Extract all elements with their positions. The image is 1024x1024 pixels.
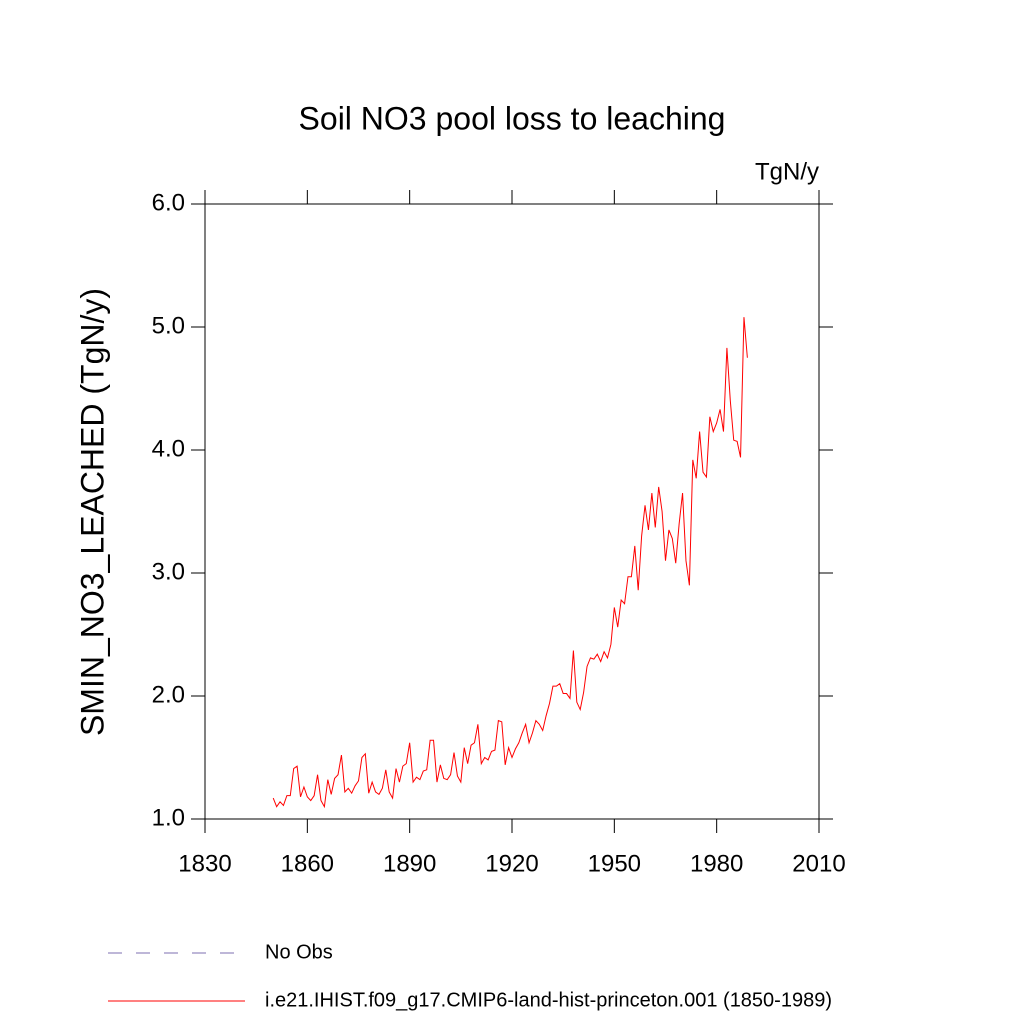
x-tick-label: 1920 — [485, 850, 538, 877]
x-tick-label: 2010 — [792, 850, 845, 877]
units-label: TgN/y — [755, 158, 819, 185]
x-tick-label: 1980 — [690, 850, 743, 877]
chart-title: Soil NO3 pool loss to leaching — [299, 100, 726, 136]
y-tick-label: 6.0 — [152, 189, 185, 216]
legend-label: No Obs — [265, 941, 333, 963]
x-tick-label: 1890 — [383, 850, 436, 877]
y-tick-label: 4.0 — [152, 435, 185, 462]
data-line — [272, 317, 748, 809]
x-tick-label: 1860 — [281, 850, 334, 877]
y-tick-label: 5.0 — [152, 312, 185, 339]
plot-frame — [204, 203, 820, 820]
legend-label: i.e21.IHIST.f09_g17.CMIP6-land-hist-prin… — [265, 989, 832, 1011]
y-tick-label: 3.0 — [152, 558, 185, 585]
y-tick-label: 1.0 — [152, 804, 185, 831]
y-axis-label: SMIN_NO3_LEACHED (TgN/y) — [74, 288, 110, 736]
x-tick-label: 1830 — [178, 850, 231, 877]
y-tick-label: 2.0 — [152, 681, 185, 708]
x-tick-label: 1950 — [588, 850, 641, 877]
